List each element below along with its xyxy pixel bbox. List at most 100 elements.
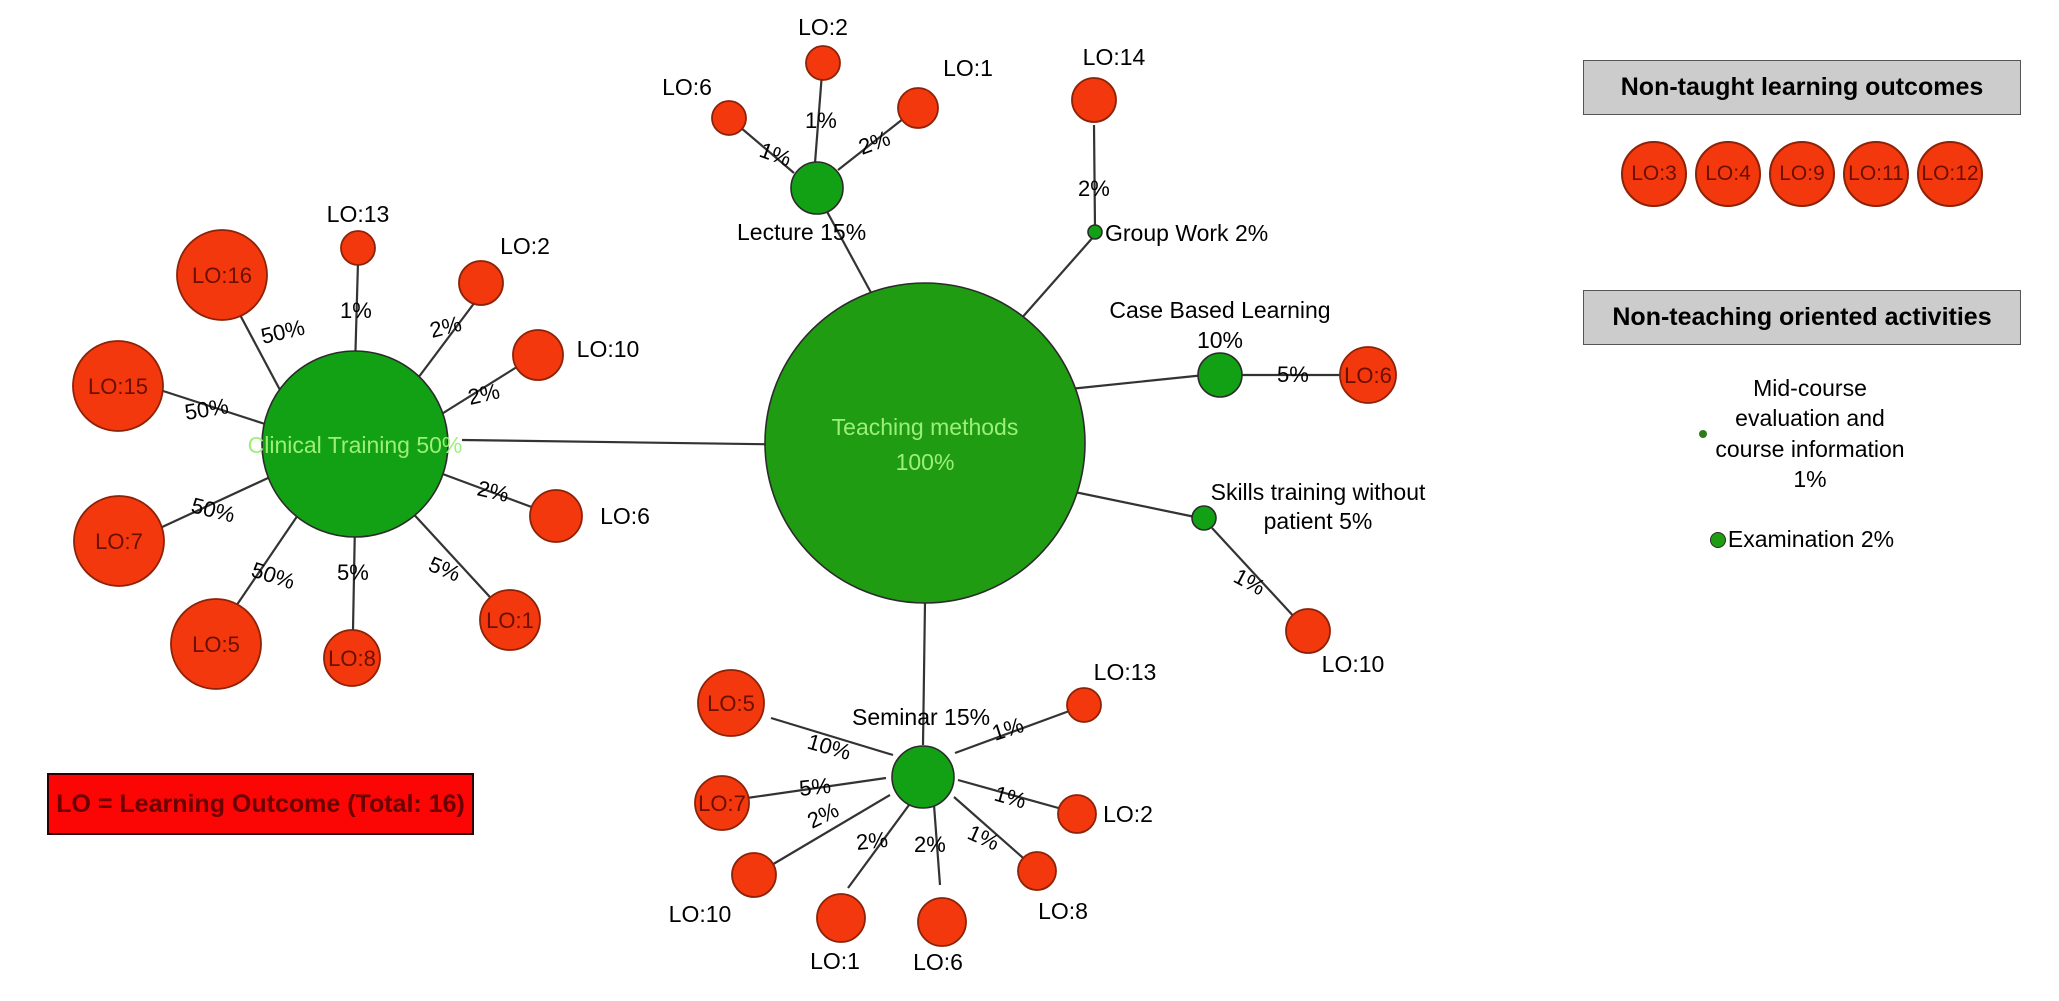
cbl-lo6-label: LO:6 (1344, 363, 1392, 388)
edge-seminar-lo8 (953, 796, 1031, 865)
node-group-work[interactable] (1087, 224, 1103, 240)
node-lecture-lo2[interactable]: LO:2 (798, 14, 848, 81)
edge-seminar-lo10 (769, 794, 891, 867)
non-taught-lo-11[interactable]: LO:11 (1843, 141, 1909, 207)
teaching-methods-label-line2: 100% (896, 449, 955, 475)
node-lecture[interactable] (790, 161, 844, 215)
edge-label-cbl-lo6: 5% (1277, 362, 1309, 387)
non-taught-lo-4[interactable]: LO:4 (1695, 141, 1761, 207)
node-skills-training[interactable] (1191, 505, 1217, 531)
node-clinical-lo13[interactable]: LO:13 (327, 201, 390, 266)
node-seminar-lo8[interactable]: LO:8 (1017, 851, 1088, 924)
clinical-lo7-label: LO:7 (95, 529, 143, 554)
edge-seminar-lo7 (746, 776, 887, 800)
node-clinical-lo5[interactable]: LO:5 (170, 598, 262, 690)
node-lecture-lo1[interactable]: LO:1 (897, 55, 993, 129)
node-group-lo14[interactable]: LO:14 (1071, 44, 1146, 123)
clinical-lo10-label: LO:10 (577, 336, 640, 362)
node-clinical-lo16[interactable]: LO:16 (176, 229, 268, 321)
clinical-training-label: Clinical Training 50% (248, 432, 463, 458)
non-taught-lo-12[interactable]: LO:12 (1917, 141, 1983, 207)
activity-examination: Examination 2% (1583, 526, 2021, 553)
cluster-skills-training: 1% Skills training without patient 5% LO… (1191, 479, 1426, 677)
node-skills-lo10[interactable]: LO:10 (1285, 608, 1385, 677)
node-seminar-lo10[interactable]: LO:10 (669, 852, 777, 927)
clinical-lo5-label: LO:5 (192, 632, 240, 657)
edge-clinical-lo1 (407, 507, 501, 609)
node-clinical-lo2[interactable]: LO:2 (458, 233, 550, 306)
panel-non-teaching-oriented-activities: Non-teaching oriented activities Mid-cou… (1583, 290, 2021, 553)
clinical-lo1-label: LO:1 (486, 608, 534, 633)
node-clinical-lo15[interactable]: LO:15 (72, 340, 164, 432)
node-clinical-lo1[interactable]: LO:1 (479, 589, 541, 651)
non-taught-lo-3[interactable]: LO:3 (1621, 141, 1687, 207)
edge-clinical-lo10 (439, 359, 529, 416)
edge-skills-lo10 (1211, 527, 1298, 621)
edge-label-group-lo14: 2% (1078, 176, 1110, 201)
edge-label-seminar-lo1: 2% (855, 827, 889, 855)
node-seminar-lo7[interactable]: LO:7 (694, 775, 750, 831)
node-clinical-lo10[interactable]: LO:10 (512, 329, 640, 381)
cluster-lecture: 1% 1% 2% Lecture 15% LO:6 LO:2 LO:1 (662, 14, 993, 245)
node-teaching-methods[interactable]: Teaching methods 100% (764, 282, 1086, 604)
case-based-label-line2: 10% (1197, 327, 1243, 353)
clinical-lo6-label: LO:6 (600, 503, 650, 529)
edge-label-clinical-lo1: 5% (425, 551, 464, 586)
edge-label-seminar-lo2: 1% (992, 781, 1029, 814)
edge-label-clinical-lo13: 1% (340, 298, 372, 323)
mid-course-line3: course information (1715, 435, 1905, 462)
node-seminar-lo6[interactable]: LO:6 (913, 897, 967, 975)
non-taught-lo-12-label: LO:12 (1921, 162, 1979, 185)
non-teaching-title: Non-teaching oriented activities (1583, 290, 2021, 345)
node-seminar-lo2[interactable]: LO:2 (1057, 794, 1153, 834)
non-taught-lo-9-label: LO:9 (1779, 162, 1825, 185)
seminar-lo7-label: LO:7 (698, 791, 746, 816)
clinical-lo13-label: LO:13 (327, 201, 390, 227)
examination-dot-icon (1709, 531, 1726, 548)
edge-group-lo14 (1092, 124, 1097, 229)
case-based-label-line1: Case Based Learning (1109, 297, 1330, 323)
edge-label-clinical-lo2: 2% (427, 311, 464, 343)
seminar-lo10-label: LO:10 (669, 901, 732, 927)
lecture-lo2-label: LO:2 (798, 14, 848, 40)
clinical-lo8-label: LO:8 (328, 646, 376, 671)
edge-label-lecture-lo6: 1% (756, 137, 794, 171)
non-taught-lo-4-label: LO:4 (1705, 162, 1751, 185)
lo-legend-box: LO = Learning Outcome (Total: 16) (47, 773, 474, 835)
node-seminar-lo13[interactable]: LO:13 (1066, 659, 1156, 723)
seminar-lo8-label: LO:8 (1038, 898, 1088, 924)
clinical-lo16-label: LO:16 (192, 263, 252, 288)
node-lecture-lo6[interactable]: LO:6 (662, 74, 747, 136)
lecture-label: Lecture 15% (737, 219, 866, 245)
edge-clinical-lo7 (159, 477, 269, 529)
node-clinical-lo6[interactable]: LO:6 (529, 489, 650, 543)
edge-seminar-lo6 (932, 804, 942, 886)
non-taught-lo-9[interactable]: LO:9 (1769, 141, 1835, 207)
edge-root-clinical (461, 438, 821, 447)
node-seminar-lo1[interactable]: LO:1 (810, 893, 866, 974)
node-clinical-training[interactable]: Clinical Training 50% (248, 350, 463, 538)
lecture-lo6-label: LO:6 (662, 74, 712, 100)
skills-lo10-label: LO:10 (1322, 651, 1385, 677)
node-seminar[interactable] (891, 745, 955, 809)
node-cbl-lo6[interactable]: LO:6 (1339, 346, 1397, 404)
edge-label-seminar-lo10: 2% (803, 797, 843, 833)
node-seminar-lo5[interactable]: LO:5 (697, 669, 765, 737)
node-clinical-lo7[interactable]: LO:7 (73, 495, 165, 587)
edge-seminar-lo5 (770, 716, 894, 757)
lecture-lo1-label: LO:1 (943, 55, 993, 81)
edge-label-clinical-lo10: 2% (466, 378, 503, 410)
non-taught-title: Non-taught learning outcomes (1583, 60, 2021, 115)
edge-seminar-lo1 (847, 804, 910, 889)
edge-clinical-lo6 (439, 471, 546, 514)
edge-clinical-lo5 (229, 511, 301, 616)
node-clinical-lo8[interactable]: LO:8 (323, 629, 381, 687)
cluster-group-work: 2% Group Work 2% LO:14 (1071, 44, 1268, 246)
node-case-based-learning[interactable] (1197, 352, 1243, 398)
edge-label-clinical-lo7: 50% (189, 493, 238, 528)
panel-non-taught-learning-outcomes: Non-taught learning outcomes LO:3 LO:4 L… (1583, 60, 2021, 207)
non-taught-lo-3-label: LO:3 (1631, 162, 1677, 185)
edge-label-seminar-lo5: 10% (805, 729, 854, 765)
